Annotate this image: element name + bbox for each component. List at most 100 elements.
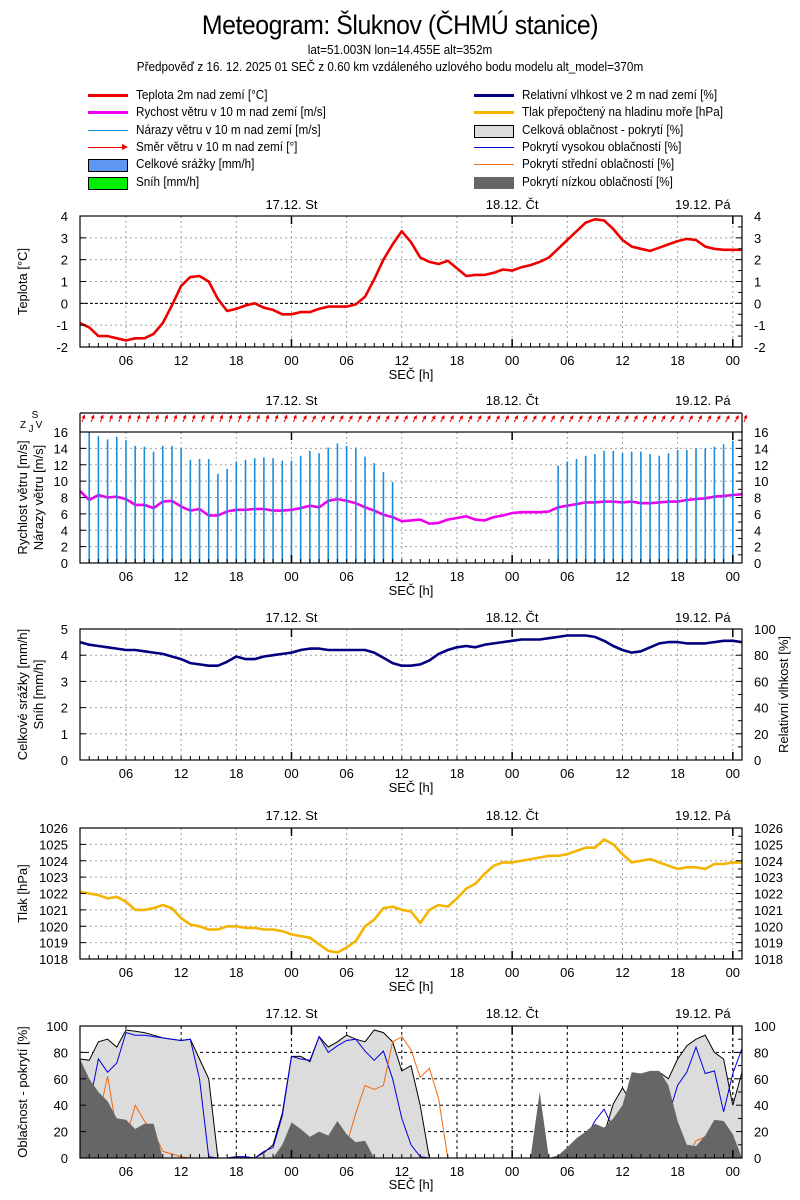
wind-direction-arrow xyxy=(90,414,95,423)
y-axis-label: Celkové srážky [mm/h] xyxy=(15,629,30,760)
y-tick-label: 3 xyxy=(61,231,68,246)
y-tick-label: 0 xyxy=(61,753,68,768)
wind-direction-arrow xyxy=(329,415,335,423)
arrow-head-icon xyxy=(532,415,537,420)
y-tick-label: 1022 xyxy=(39,887,68,902)
x-tick-label: 12 xyxy=(395,965,409,980)
x-tick-label: 18 xyxy=(229,965,243,980)
arrow-head-icon xyxy=(689,415,693,420)
arrow-head-icon xyxy=(716,415,721,420)
wind-direction-arrow xyxy=(578,415,583,423)
compass-east: V xyxy=(36,420,43,431)
series-line xyxy=(79,489,743,525)
y-right-tick-label: 0 xyxy=(754,296,761,311)
y-right-tick-label: 2 xyxy=(754,253,761,268)
wind-direction-arrow xyxy=(440,415,445,423)
arrow-head-icon xyxy=(514,415,519,420)
x-tick-label: 18 xyxy=(450,353,464,368)
day-label: 19.12. Pá xyxy=(675,610,731,625)
arrow-head-icon xyxy=(615,415,620,420)
x-tick-label: 12 xyxy=(615,569,629,584)
y-tick-label: 4 xyxy=(61,209,68,224)
x-tick-label: 06 xyxy=(119,766,133,781)
arrow-head-icon xyxy=(707,415,712,420)
legend-swatch xyxy=(474,94,514,97)
x-tick-label: 06 xyxy=(560,569,574,584)
y-tick-label: 6 xyxy=(61,507,68,522)
wind-direction-arrow xyxy=(283,414,288,423)
x-tick-label: 18 xyxy=(229,569,243,584)
y-tick-label: -2 xyxy=(56,340,68,355)
y-tick-label: 1 xyxy=(61,275,68,290)
y-right-tick-label: 80 xyxy=(754,1045,768,1060)
wind-direction-arrow xyxy=(237,414,242,423)
y-right-tick-label: 1022 xyxy=(754,887,783,902)
x-tick-label: 06 xyxy=(339,766,353,781)
day-label: 18.12. Čt xyxy=(486,393,539,408)
arrow-head-icon xyxy=(339,415,344,420)
x-tick-label: 18 xyxy=(450,766,464,781)
day-label: 17.12. St xyxy=(265,610,317,625)
wind-direction-arrow xyxy=(320,415,326,423)
legend-label: Teplota 2m nad zemí [°C] xyxy=(136,87,268,102)
arrow-head-icon xyxy=(404,415,408,420)
x-tick-label: 18 xyxy=(670,569,684,584)
x-tick-label: 18 xyxy=(450,1164,464,1179)
x-tick-label: 06 xyxy=(560,766,574,781)
x-tick-label: 12 xyxy=(615,353,629,368)
arrow-head-icon xyxy=(122,143,128,150)
day-label: 19.12. Pá xyxy=(675,393,731,408)
arrow-head-icon xyxy=(725,415,730,420)
arrow-head-icon xyxy=(385,415,390,420)
arrow-head-icon xyxy=(505,415,509,420)
legend-label: Nárazy větru v 10 m nad zemí [m/s] xyxy=(136,121,321,137)
x-tick-label: 12 xyxy=(174,353,188,368)
wind-direction-arrow xyxy=(734,415,739,423)
wind-direction-arrow xyxy=(136,414,141,423)
wind-direction-arrow xyxy=(357,415,362,423)
x-tick-label: 06 xyxy=(339,353,353,368)
y-axis-label-2: Nárazy větru [m/s] xyxy=(31,445,46,550)
y-tick-label: 40 xyxy=(54,1098,68,1113)
arrow-head-icon xyxy=(376,415,381,420)
wind-direction-arrow xyxy=(614,415,620,423)
y-right-tick-label: -2 xyxy=(754,340,766,355)
arrow-head-icon xyxy=(422,415,427,420)
y-axis-label-2: Sníh [mm/h] xyxy=(31,659,46,729)
wind-direction-arrow xyxy=(182,414,187,423)
arrow-head-icon xyxy=(321,415,326,420)
y-tick-label: 2 xyxy=(61,253,68,268)
arrow-head-icon xyxy=(698,415,702,420)
y-tick-label: 0 xyxy=(61,1151,68,1166)
y-right-tick-label: 2 xyxy=(754,540,761,555)
x-tick-label: 00 xyxy=(284,965,298,980)
arrow-head-icon xyxy=(191,414,196,419)
x-tick-label: 12 xyxy=(174,965,188,980)
x-tick-label: 00 xyxy=(726,569,740,584)
y-axis-label: Rychlost větru [m/s] xyxy=(15,440,30,554)
arrow-head-icon xyxy=(743,414,748,419)
y-right-tick-label: 60 xyxy=(754,674,768,689)
y-tick-label: 1018 xyxy=(39,952,68,967)
y-right-tick-label: 3 xyxy=(754,231,761,246)
arrow-head-icon xyxy=(237,414,242,419)
day-label: 17.12. St xyxy=(265,393,317,408)
x-tick-label: 06 xyxy=(560,1164,574,1179)
wind-direction-arrow xyxy=(109,414,113,423)
station-coordinates: lat=51.003N lon=14.455E alt=352m xyxy=(307,42,493,57)
legend-label: Směr větru v 10 m nad zemí [°] xyxy=(136,138,298,154)
wind-direction-arrow xyxy=(660,415,666,423)
wind-direction-arrow xyxy=(292,414,297,423)
arrow-head-icon xyxy=(246,414,251,419)
wind-direction-arrow xyxy=(715,415,721,423)
y-right-tick-label: 16 xyxy=(754,425,768,440)
arrow-head-icon xyxy=(431,415,436,420)
arrow-head-icon xyxy=(670,415,675,420)
x-tick-label: 18 xyxy=(450,965,464,980)
y-right-tick-label: 4 xyxy=(754,209,761,224)
wind-direction-arrow xyxy=(679,415,684,423)
legend-label: Pokrytí vysokou oblačností [%] xyxy=(522,138,682,154)
day-label: 17.12. St xyxy=(265,1006,317,1021)
x-tick-label: 12 xyxy=(395,1164,409,1179)
day-label: 18.12. Čt xyxy=(486,197,539,212)
